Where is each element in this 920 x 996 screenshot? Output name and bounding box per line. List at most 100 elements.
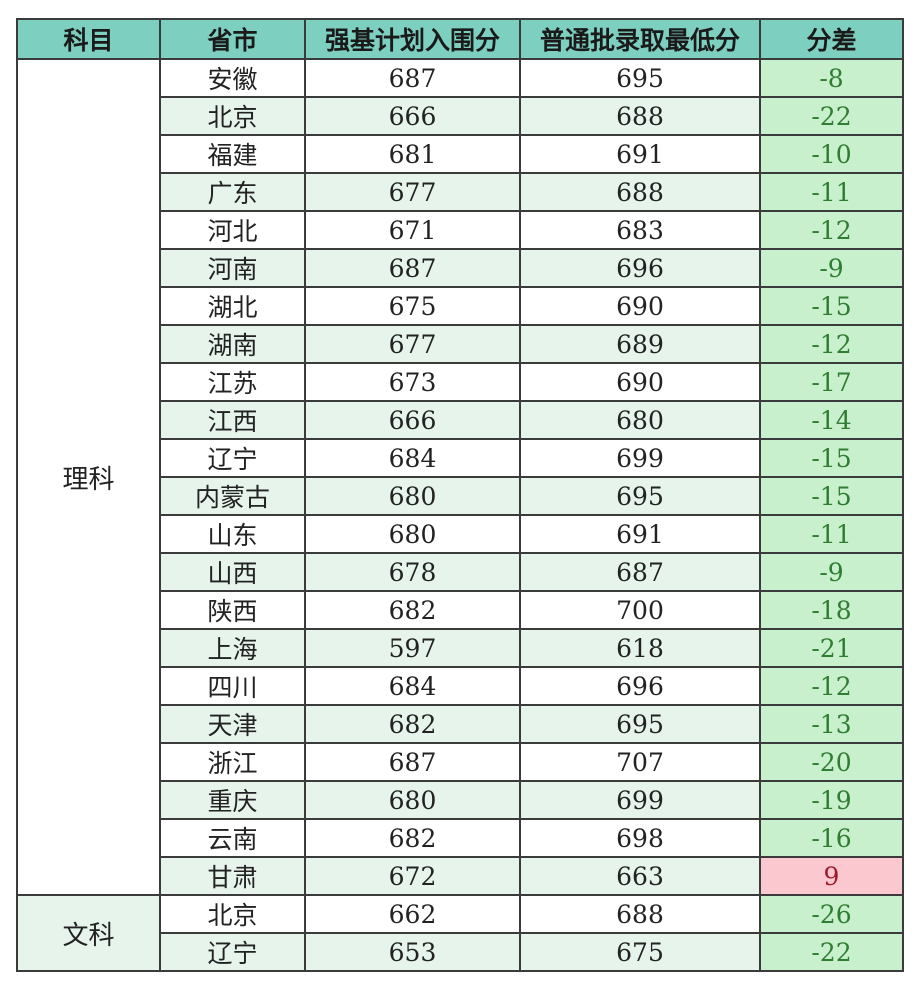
table-row: 甘肃 672 663 9 bbox=[17, 856, 904, 896]
qiangji-score-cell: 682 bbox=[304, 590, 521, 630]
province-cell: 安徽 bbox=[159, 58, 306, 98]
table-header: 科目 省市 强基计划入围分 普通批录取最低分 分差 bbox=[16, 18, 904, 60]
normal-min-score-cell: 680 bbox=[519, 400, 761, 440]
normal-min-score-cell: 695 bbox=[519, 58, 761, 98]
score-table-container: 科目 省市 强基计划入围分 普通批录取最低分 分差 理科 安徽 687 695 -8 北京… bbox=[16, 18, 904, 972]
score-difference-cell: -9 bbox=[759, 248, 904, 288]
subject-cell: 文科 bbox=[16, 894, 161, 972]
score-difference-cell: -22 bbox=[759, 932, 904, 972]
qiangji-score-cell: 677 bbox=[304, 324, 521, 364]
province-cell: 辽宁 bbox=[159, 932, 306, 972]
score-difference-cell: -13 bbox=[759, 704, 904, 744]
score-difference-cell: -15 bbox=[759, 476, 904, 516]
score-difference-cell: -15 bbox=[759, 286, 904, 326]
table-row: 理科 安徽 687 695 -8 bbox=[16, 58, 904, 896]
table-row: 内蒙古 680 695 -15 bbox=[17, 476, 904, 516]
table-row: 陕西 682 700 -18 bbox=[17, 590, 904, 630]
qiangji-score-cell: 687 bbox=[304, 58, 521, 98]
score-difference-cell: -14 bbox=[759, 400, 904, 440]
province-cell: 湖南 bbox=[159, 324, 306, 364]
normal-min-score-cell: 691 bbox=[519, 134, 761, 174]
score-table: 科目 省市 强基计划入围分 普通批录取最低分 分差 理科 安徽 687 695 -8 北京… bbox=[16, 18, 904, 972]
qiangji-score-cell: 684 bbox=[304, 438, 521, 478]
score-difference-cell: -11 bbox=[759, 172, 904, 212]
normal-min-score-cell: 688 bbox=[519, 96, 761, 136]
normal-min-score-cell: 688 bbox=[519, 894, 761, 934]
normal-min-score-cell: 618 bbox=[519, 628, 761, 668]
table-row: 天津 682 695 -13 bbox=[17, 704, 904, 744]
table-row: 北京 666 688 -22 bbox=[17, 96, 904, 136]
province-cell: 江西 bbox=[159, 400, 306, 440]
province-cell: 北京 bbox=[159, 894, 306, 934]
score-difference-cell: -15 bbox=[759, 438, 904, 478]
score-difference-cell: -9 bbox=[759, 552, 904, 592]
province-cell: 四川 bbox=[159, 666, 306, 706]
header-normal-min-score: 普通批录取最低分 bbox=[519, 18, 761, 60]
table-row: 湖北 675 690 -15 bbox=[17, 286, 904, 326]
province-cell: 湖北 bbox=[159, 286, 306, 326]
table-row: 河北 671 683 -12 bbox=[17, 210, 904, 250]
header-row: 科目 省市 强基计划入围分 普通批录取最低分 分差 bbox=[16, 18, 904, 60]
table-row: 辽宁 684 699 -15 bbox=[17, 438, 904, 478]
qiangji-score-cell: 680 bbox=[304, 514, 521, 554]
qiangji-score-cell: 682 bbox=[304, 704, 521, 744]
normal-min-score-cell: 699 bbox=[519, 780, 761, 820]
table-row: 江西 666 680 -14 bbox=[17, 400, 904, 440]
normal-min-score-cell: 695 bbox=[519, 476, 761, 516]
normal-min-score-cell: 691 bbox=[519, 514, 761, 554]
qiangji-score-cell: 677 bbox=[304, 172, 521, 212]
qiangji-score-cell: 687 bbox=[304, 248, 521, 288]
normal-min-score-cell: 696 bbox=[519, 666, 761, 706]
table-row: 浙江 687 707 -20 bbox=[17, 742, 904, 782]
normal-min-score-cell: 707 bbox=[519, 742, 761, 782]
province-cell: 云南 bbox=[159, 818, 306, 858]
normal-min-score-cell: 695 bbox=[519, 704, 761, 744]
score-difference-cell: 9 bbox=[759, 856, 904, 896]
header-province: 省市 bbox=[159, 18, 306, 60]
subject-cell: 理科 bbox=[16, 58, 161, 896]
province-cell: 内蒙古 bbox=[159, 476, 306, 516]
qiangji-score-cell: 675 bbox=[304, 286, 521, 326]
normal-min-score-cell: 700 bbox=[519, 590, 761, 630]
table-row: 广东 677 688 -11 bbox=[17, 172, 904, 212]
score-difference-cell: -22 bbox=[759, 96, 904, 136]
table-row: 云南 682 698 -16 bbox=[17, 818, 904, 858]
table-row: 重庆 680 699 -19 bbox=[17, 780, 904, 820]
province-cell: 福建 bbox=[159, 134, 306, 174]
province-cell: 重庆 bbox=[159, 780, 306, 820]
table-row: 江苏 673 690 -17 bbox=[17, 362, 904, 402]
score-difference-cell: -20 bbox=[759, 742, 904, 782]
score-difference-cell: -26 bbox=[759, 894, 904, 934]
qiangji-score-cell: 678 bbox=[304, 552, 521, 592]
qiangji-score-cell: 680 bbox=[304, 780, 521, 820]
province-cell: 河南 bbox=[159, 248, 306, 288]
qiangji-score-cell: 680 bbox=[304, 476, 521, 516]
qiangji-score-cell: 666 bbox=[304, 400, 521, 440]
province-cell: 浙江 bbox=[159, 742, 306, 782]
qiangji-score-cell: 684 bbox=[304, 666, 521, 706]
province-cell: 北京 bbox=[159, 96, 306, 136]
score-difference-cell: -10 bbox=[759, 134, 904, 174]
table-body: 理科 安徽 687 695 -8 北京 666 688 -22 福建 681 691 -10 广东 677 6… bbox=[16, 58, 904, 972]
province-cell: 天津 bbox=[159, 704, 306, 744]
qiangji-score-cell: 682 bbox=[304, 818, 521, 858]
province-cell: 山东 bbox=[159, 514, 306, 554]
table-row: 山西 678 687 -9 bbox=[17, 552, 904, 592]
province-cell: 上海 bbox=[159, 628, 306, 668]
normal-min-score-cell: 687 bbox=[519, 552, 761, 592]
score-difference-cell: -19 bbox=[759, 780, 904, 820]
normal-min-score-cell: 696 bbox=[519, 248, 761, 288]
table-row: 四川 684 696 -12 bbox=[17, 666, 904, 706]
normal-min-score-cell: 688 bbox=[519, 172, 761, 212]
normal-min-score-cell: 689 bbox=[519, 324, 761, 364]
header-score-difference: 分差 bbox=[759, 18, 904, 60]
qiangji-score-cell: 673 bbox=[304, 362, 521, 402]
qiangji-score-cell: 671 bbox=[304, 210, 521, 250]
qiangji-score-cell: 666 bbox=[304, 96, 521, 136]
score-difference-cell: -11 bbox=[759, 514, 904, 554]
score-difference-cell: -17 bbox=[759, 362, 904, 402]
header-qiangji-score: 强基计划入围分 bbox=[304, 18, 521, 60]
province-cell: 河北 bbox=[159, 210, 306, 250]
normal-min-score-cell: 683 bbox=[519, 210, 761, 250]
score-difference-cell: -18 bbox=[759, 590, 904, 630]
